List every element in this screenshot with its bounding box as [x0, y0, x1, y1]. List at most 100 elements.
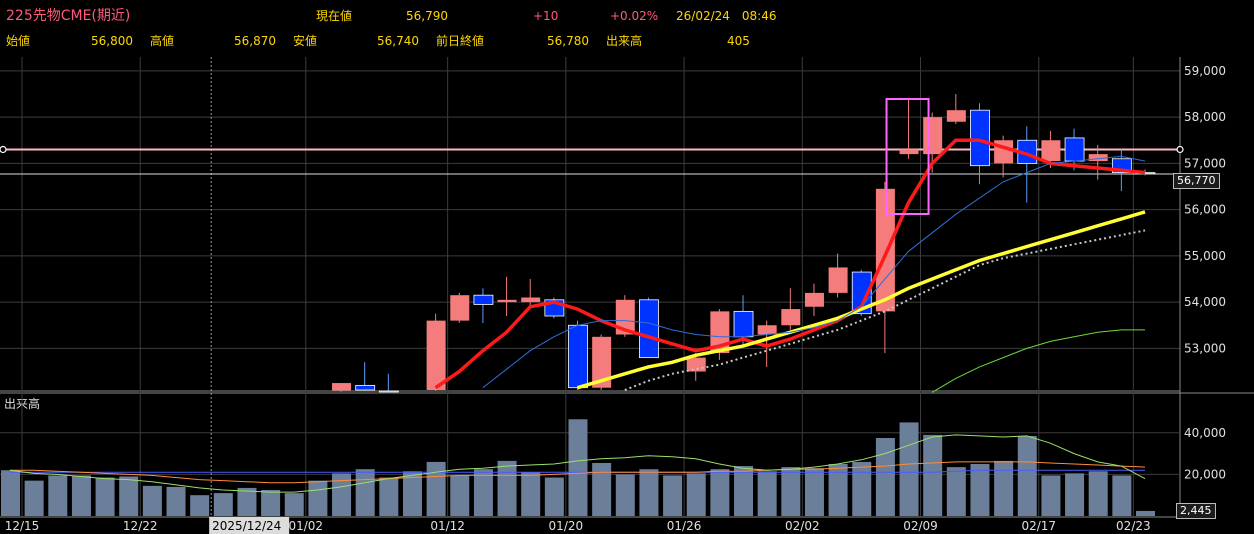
- x-tick-label: 02/23: [1116, 519, 1151, 533]
- candle-body: [851, 271, 872, 315]
- x-tick-label: 01/12: [430, 519, 465, 533]
- current-price-value: 56,790: [406, 9, 448, 23]
- candle-body: [804, 292, 824, 307]
- candle-body: [686, 357, 706, 372]
- volume-bar: [994, 460, 1014, 516]
- price-tick-label: 56,000: [1184, 203, 1226, 217]
- moving-average-line: [624, 229, 1146, 391]
- candle-body: [592, 336, 612, 388]
- volume-bar: [568, 419, 588, 516]
- moving-average-line: [434, 138, 1146, 390]
- volume-bar: [544, 477, 564, 516]
- quote-datetime: 26/02/24 08:46: [676, 9, 777, 23]
- volume-bar: [710, 469, 730, 516]
- prev-close-label: 前日終値: [436, 34, 485, 48]
- candle-body: [828, 267, 848, 293]
- candle-body: [426, 320, 446, 390]
- price-tick-label: 54,000: [1184, 295, 1226, 309]
- symbol-title: 225先物CME(期近): [6, 8, 131, 24]
- volume-bar: [426, 461, 446, 516]
- volume-tick-label: 40,000: [1184, 426, 1226, 440]
- x-tick-label: 02/02: [785, 519, 820, 533]
- price-tick-label: 53,000: [1184, 341, 1226, 355]
- volume-bar: [828, 464, 848, 516]
- volume-average-line: [10, 469, 1145, 473]
- price-change-percent: +0.02%: [610, 9, 659, 23]
- volume-bar: [734, 466, 754, 516]
- volume-bar: [237, 487, 257, 516]
- volume-bar: [521, 472, 541, 516]
- candle-body: [710, 311, 730, 353]
- volume-bar: [332, 473, 352, 516]
- line-handle-right: [1176, 145, 1184, 154]
- prev-close-value: 56,780: [547, 34, 589, 48]
- candle-body: [923, 117, 943, 155]
- x-tick-label: 12/22: [123, 519, 158, 533]
- candle-body: [639, 299, 659, 359]
- x-tick-label: 12/15: [5, 519, 40, 533]
- candle-body: [521, 297, 541, 303]
- volume-bar: [1112, 475, 1132, 516]
- open-value: 56,800: [91, 34, 133, 48]
- volume-bar: [663, 475, 683, 516]
- volume-bar: [615, 474, 635, 516]
- volume-bar: [1065, 473, 1085, 516]
- volume-bar: [899, 422, 919, 516]
- candle-body: [1041, 140, 1061, 162]
- candle-body: [497, 299, 517, 303]
- volume-bar: [308, 480, 328, 516]
- volume-bar: [95, 477, 115, 516]
- volume-bar: [473, 469, 493, 516]
- volume-bar: [24, 480, 44, 516]
- volume-bar: [970, 464, 990, 516]
- moving-average-line: [482, 155, 1146, 389]
- volume-bar: [781, 467, 801, 516]
- volume-bar: [1041, 475, 1061, 516]
- candle-body: [378, 390, 399, 393]
- low-value: 56,740: [377, 34, 419, 48]
- volume-bar: [402, 471, 422, 516]
- open-label: 始値: [6, 34, 31, 48]
- volume-bar: [261, 490, 281, 516]
- cursor-date-box: [209, 517, 290, 534]
- line-handle-left: [0, 145, 7, 154]
- x-tick-label: 01/02: [288, 519, 323, 533]
- candle-body: [332, 383, 352, 391]
- candle-body: [899, 149, 919, 155]
- volume-bar: [1088, 471, 1108, 516]
- volume-bar: [923, 434, 943, 516]
- candle-body: [1064, 137, 1085, 162]
- volume-average-line: [9, 434, 1146, 493]
- volume-bar: [946, 467, 966, 516]
- candle-body: [781, 309, 801, 326]
- volume-bar: [639, 469, 659, 516]
- price-tick-label: 55,000: [1184, 249, 1226, 263]
- volume-bar: [1136, 510, 1155, 516]
- volume-label: 出来高: [606, 34, 643, 48]
- highlight-box: [885, 98, 930, 215]
- price-tick-label: 57,000: [1184, 156, 1226, 170]
- candle-body: [1088, 154, 1108, 162]
- price-tick-label: 58,000: [1184, 110, 1226, 124]
- candle-body: [733, 310, 754, 338]
- volume-bar: [355, 469, 375, 516]
- volume-bar: [1, 470, 20, 516]
- candle-body: [355, 384, 376, 391]
- volume-bar: [379, 477, 399, 516]
- candle-body: [875, 188, 895, 312]
- price-tick-label: 59,000: [1184, 64, 1226, 78]
- volume-bar: [1017, 435, 1037, 516]
- candle-body: [946, 110, 966, 122]
- current-price-label: 現在値: [316, 9, 353, 23]
- price-change: +10: [533, 9, 559, 23]
- candle-body: [450, 295, 470, 321]
- volume-bar: [48, 475, 68, 516]
- candle-body: [757, 325, 777, 335]
- volume-bar: [686, 473, 706, 516]
- volume-bar: [592, 462, 612, 516]
- candle-body: [568, 324, 588, 389]
- volume-bar: [213, 493, 233, 516]
- volume-bar: [284, 493, 304, 516]
- high-value: 56,870: [234, 34, 276, 48]
